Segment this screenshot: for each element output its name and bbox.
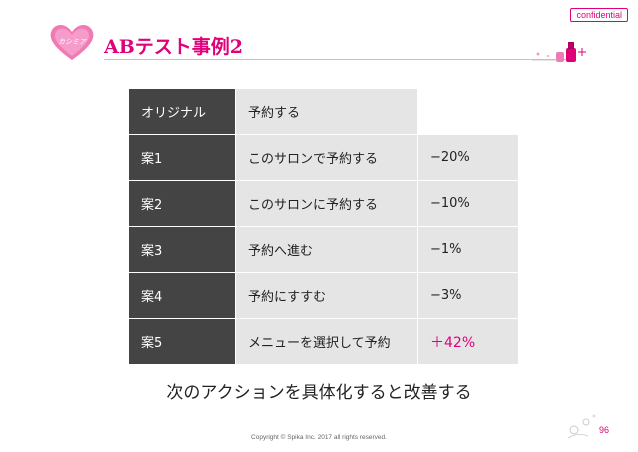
button-text: 予約にすすむ [235,272,418,319]
button-text: このサロンに予約する [235,180,418,227]
variant-label: 案1 [128,134,236,181]
variant-label: 案3 [128,226,236,273]
page-title: ABテスト事例2 [104,36,244,58]
page-number: 96 [598,425,609,435]
button-text: このサロンで予約する [235,134,418,181]
conversion-change: −1% [417,226,519,273]
table-row: 案4 予約にすすむ −3% [128,272,519,319]
copyright-text: Copyright © Spika Inc. 2017 all rights r… [251,434,387,441]
table-row: オリジナル 予約する [128,88,519,135]
variant-label: 案4 [128,272,236,319]
table-row: 案2 このサロンに予約する −10% [128,180,519,227]
table-row: 案5 メニューを選択して予約 ＋42% [128,318,519,365]
button-text: メニューを選択して予約 [235,318,418,365]
logo-text: カシミア [58,38,87,46]
button-text: 予約する [235,88,418,135]
variant-label: オリジナル [128,88,236,135]
conversion-change: −20% [417,134,519,181]
conversion-change: −10% [417,180,519,227]
conversion-change [417,88,519,135]
ab-test-table: オリジナル 予約する 案1 このサロンで予約する −20% 案2 このサロンに予… [128,88,519,365]
flower-decoration-icon [567,414,596,439]
confidential-badge: confidential [570,8,628,22]
conversion-change: ＋42% [417,318,519,365]
button-text: 予約へ進む [235,226,418,273]
variant-label: 案2 [128,180,236,227]
table-row: 案3 予約へ進む −1% [128,226,519,273]
conversion-change: −3% [417,272,519,319]
variant-label: 案5 [128,318,236,365]
table-row: 案1 このサロンで予約する −20% [128,134,519,181]
cosmetics-decoration-icon [532,42,586,62]
heart-logo-icon: カシミア [50,24,94,60]
slide-header: カシミア ABテスト事例2 [48,22,608,60]
title-divider [104,59,574,60]
conclusion-text: 次のアクションを具体化すると改善する [166,383,472,403]
